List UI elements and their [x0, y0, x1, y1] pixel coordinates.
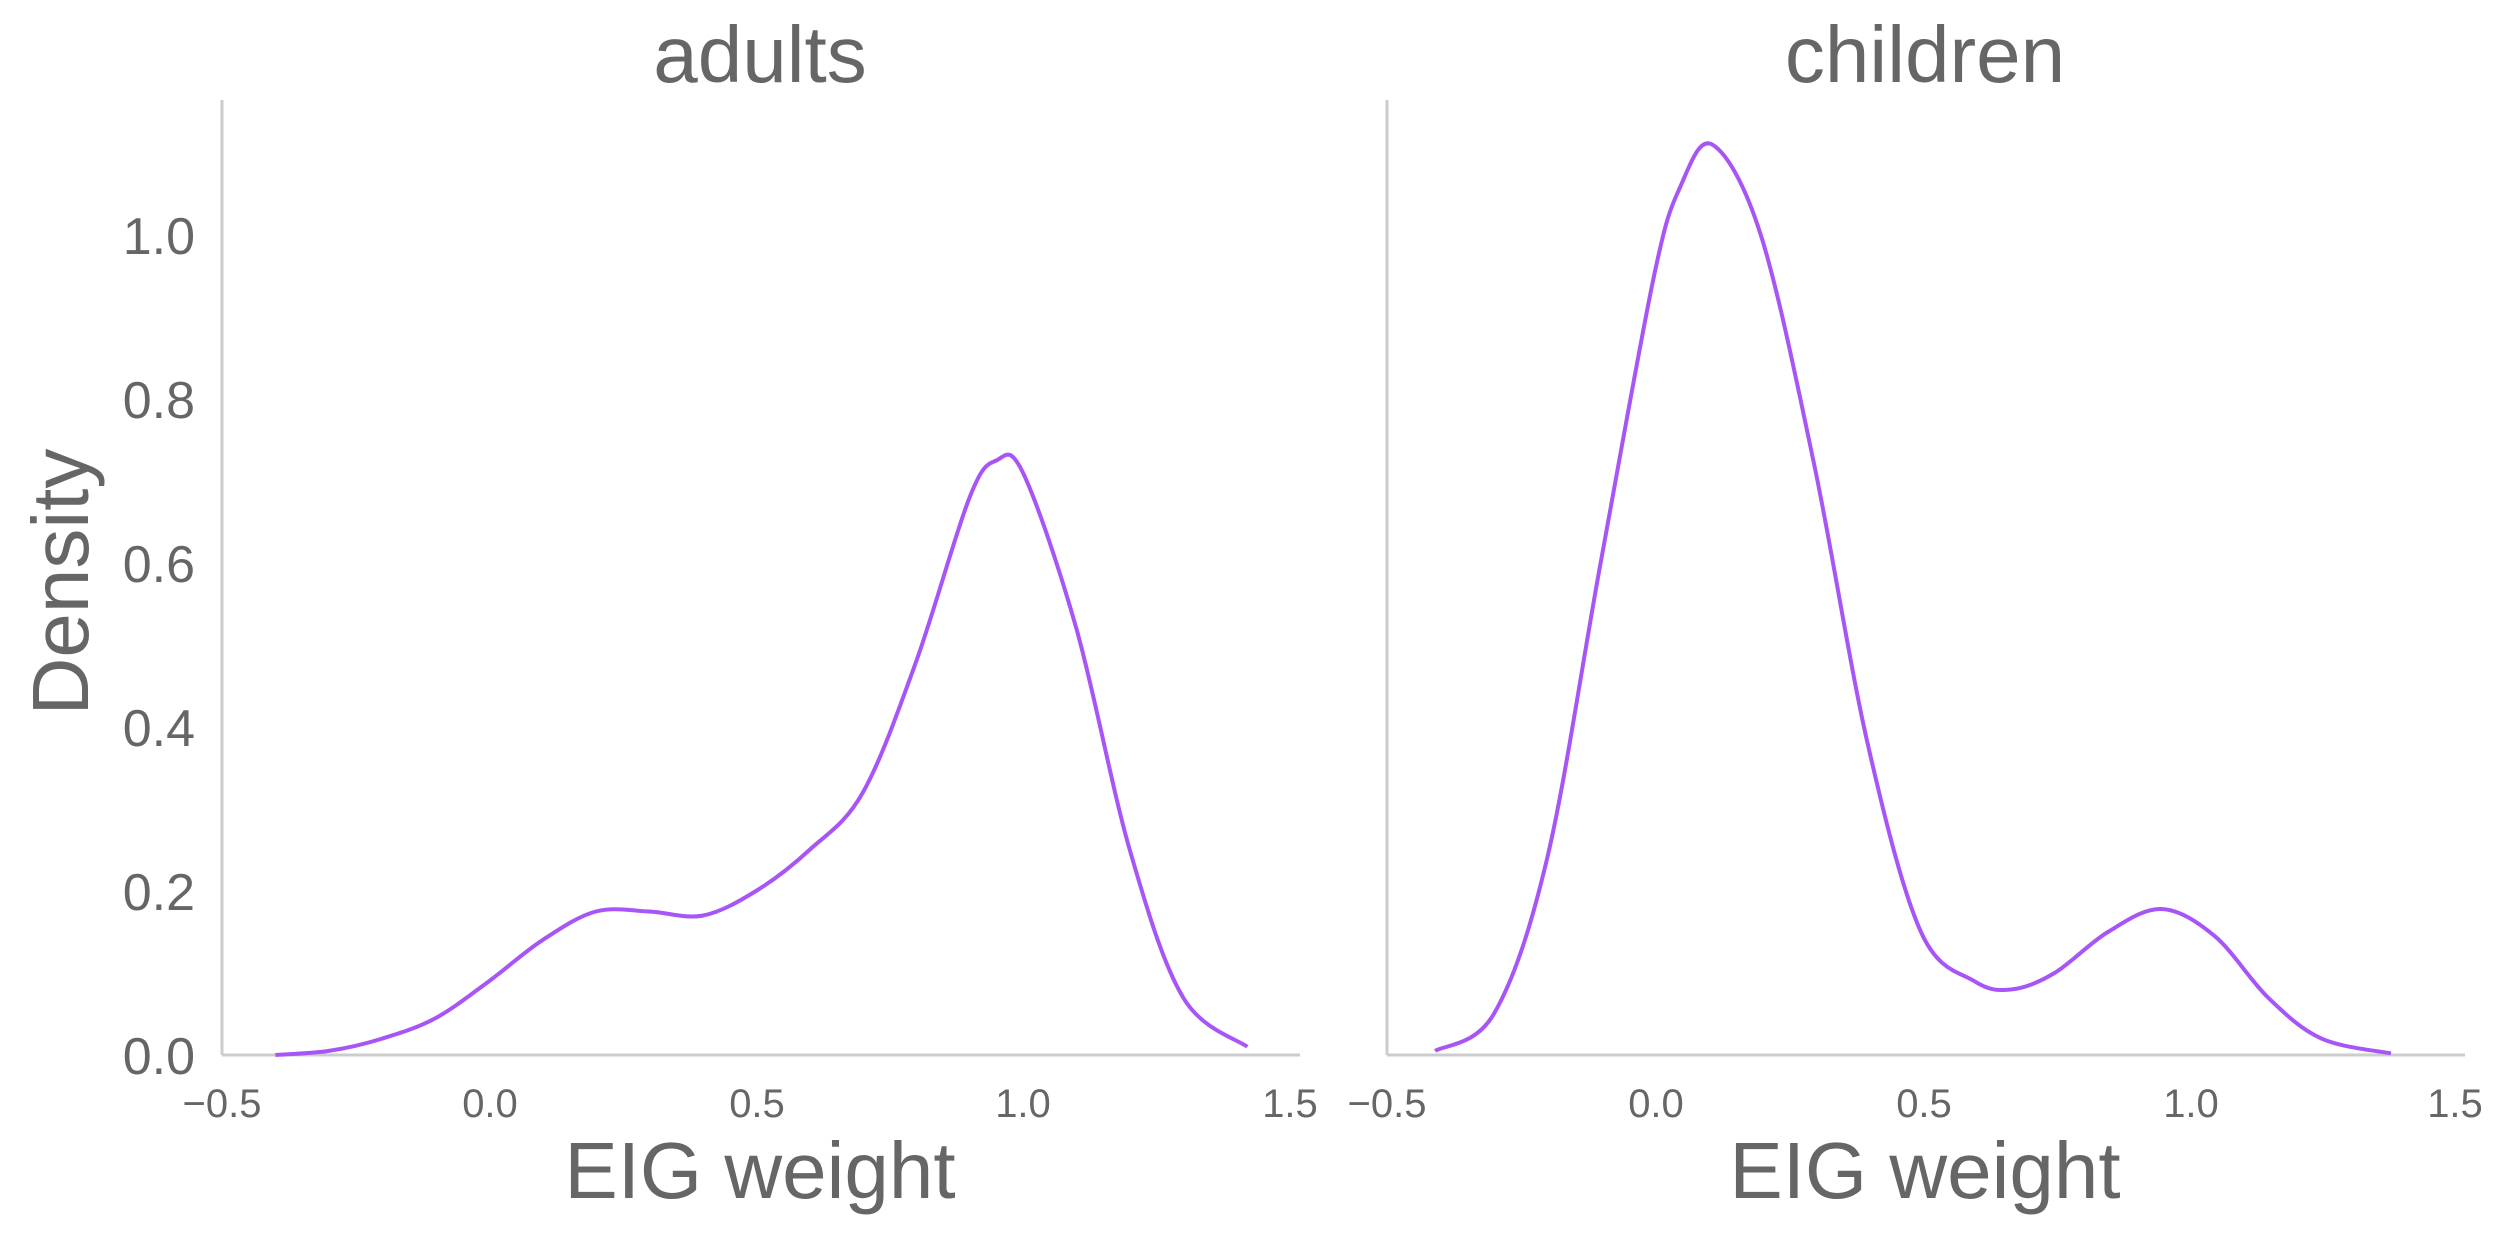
y-tick-label: 1.0 — [123, 208, 195, 266]
x-tick-label: 0.0 — [462, 1082, 518, 1126]
y-tick-label: 0.2 — [123, 864, 195, 922]
y-tick-label: 0.0 — [123, 1028, 195, 1086]
x-tick-label: 1.0 — [995, 1082, 1051, 1126]
panel-title-adults: adults — [653, 10, 866, 99]
x-ticks-children: −0.5 0.0 0.5 1.0 1.5 — [1348, 1082, 2483, 1126]
x-tick-label: 1.0 — [2163, 1082, 2219, 1126]
y-tick-label: 0.6 — [123, 536, 195, 594]
x-ticks-adults: −0.5 0.0 0.5 1.0 1.5 — [183, 1082, 1318, 1126]
y-tick-label: 0.8 — [123, 372, 195, 430]
x-tick-label: 1.5 — [2427, 1082, 2483, 1126]
x-axis-label-children: EIG weight — [1729, 1126, 2120, 1215]
x-tick-label: 0.0 — [1628, 1082, 1684, 1126]
x-tick-label: 0.5 — [1896, 1082, 1952, 1126]
y-axis-label: Density — [16, 449, 105, 716]
y-ticks-adults: 0.0 0.2 0.4 0.6 0.8 1.0 — [123, 208, 195, 1086]
y-tick-label: 0.4 — [123, 700, 195, 758]
panel-title-children: children — [1785, 10, 2065, 99]
panel-children: children −0.5 0.0 0.5 1.0 1.5 EIG weight — [1348, 10, 2483, 1215]
x-axis-label-adults: EIG weight — [564, 1126, 955, 1215]
x-tick-label: −0.5 — [1348, 1082, 1427, 1126]
density-curve-children — [1434, 141, 2392, 1056]
x-tick-label: −0.5 — [183, 1082, 262, 1126]
x-tick-label: 0.5 — [729, 1082, 785, 1126]
x-tick-label: 1.5 — [1262, 1082, 1318, 1126]
density-curve-adults — [275, 452, 1249, 1057]
panel-adults: adults 0.0 0.2 0.4 0.6 0.8 1.0 −0.5 0.0 … — [123, 10, 1318, 1215]
